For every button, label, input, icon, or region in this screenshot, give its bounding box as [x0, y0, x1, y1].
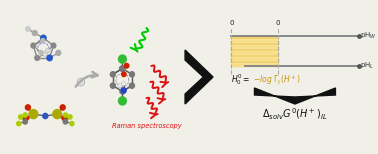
Circle shape [110, 82, 116, 89]
Circle shape [59, 104, 66, 111]
Polygon shape [254, 88, 335, 104]
Circle shape [129, 82, 135, 89]
Bar [231, 51, 277, 54]
Circle shape [61, 115, 68, 121]
Circle shape [118, 54, 127, 64]
Circle shape [77, 78, 85, 86]
Circle shape [45, 48, 50, 53]
Circle shape [38, 50, 44, 55]
Circle shape [118, 96, 127, 106]
Circle shape [40, 38, 46, 43]
Circle shape [129, 71, 135, 78]
Circle shape [22, 112, 28, 118]
Circle shape [119, 65, 125, 72]
Text: pH$_L$: pH$_L$ [361, 61, 375, 71]
Text: 0: 0 [229, 20, 234, 26]
Circle shape [25, 26, 31, 32]
Circle shape [28, 109, 39, 119]
Circle shape [25, 104, 31, 111]
Circle shape [50, 42, 57, 49]
Circle shape [52, 109, 62, 119]
Circle shape [67, 114, 73, 120]
Bar [231, 63, 277, 66]
Text: Raman spectroscopy: Raman spectroscopy [112, 123, 181, 129]
Circle shape [42, 113, 48, 119]
Polygon shape [185, 50, 213, 104]
Circle shape [121, 71, 127, 77]
Bar [231, 36, 277, 66]
Circle shape [118, 83, 122, 88]
Circle shape [22, 119, 28, 125]
Circle shape [16, 121, 22, 126]
Bar [231, 57, 277, 60]
Circle shape [119, 88, 125, 95]
Circle shape [124, 63, 130, 69]
Circle shape [55, 50, 61, 56]
Circle shape [40, 34, 47, 41]
Circle shape [62, 119, 68, 125]
Circle shape [63, 112, 68, 118]
Circle shape [122, 82, 126, 86]
Circle shape [69, 121, 74, 126]
Circle shape [30, 42, 36, 49]
Circle shape [46, 54, 53, 61]
Circle shape [32, 30, 38, 36]
Text: $-log\ \Gamma_t(H^+)$: $-log\ \Gamma_t(H^+)$ [253, 73, 300, 87]
Circle shape [42, 51, 47, 56]
Text: $\Delta_{solv}G^0(H^+)_{IL}$: $\Delta_{solv}G^0(H^+)_{IL}$ [262, 106, 328, 122]
Text: 0: 0 [275, 20, 280, 26]
Circle shape [110, 71, 116, 78]
Bar [231, 39, 277, 42]
Circle shape [23, 115, 29, 121]
Circle shape [121, 87, 127, 94]
Circle shape [34, 55, 40, 61]
Circle shape [119, 65, 125, 72]
Bar [231, 45, 277, 48]
Text: $H_0^0=$: $H_0^0=$ [231, 73, 251, 87]
Circle shape [18, 114, 23, 120]
Text: pH$_W$: pH$_W$ [361, 31, 377, 41]
